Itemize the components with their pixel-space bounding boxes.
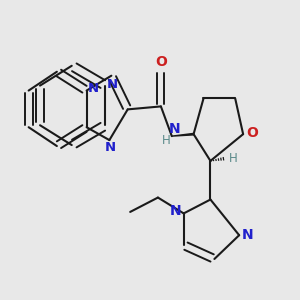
- Text: H: H: [161, 134, 170, 147]
- Text: O: O: [155, 55, 167, 69]
- Text: N: N: [241, 228, 253, 242]
- Polygon shape: [172, 134, 194, 136]
- Text: N: N: [105, 140, 116, 154]
- Text: N: N: [106, 78, 117, 91]
- Text: N: N: [170, 204, 182, 218]
- Text: H: H: [229, 152, 238, 165]
- Text: N: N: [169, 122, 181, 136]
- Text: N: N: [88, 82, 99, 94]
- Text: O: O: [246, 126, 258, 140]
